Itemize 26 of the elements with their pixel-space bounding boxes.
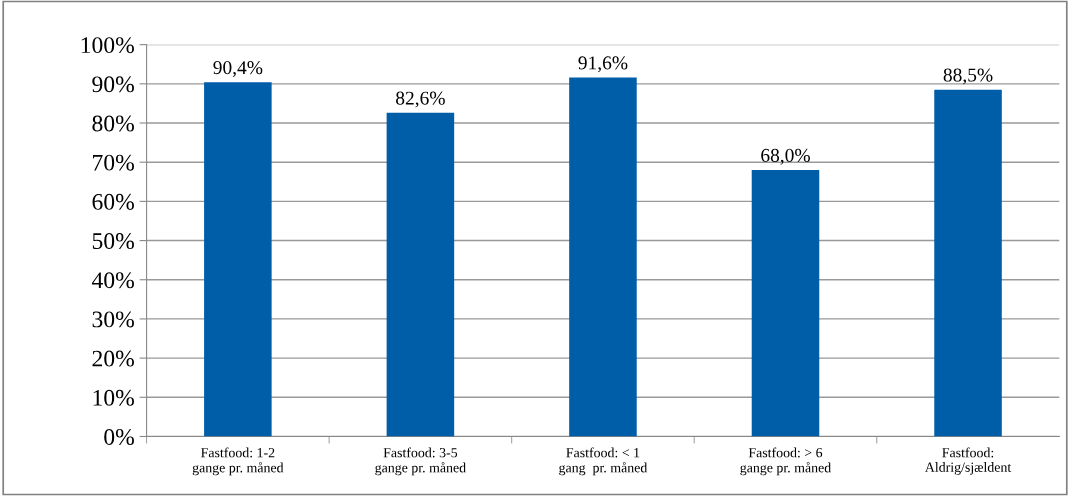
y-tick-label: 20% [92, 350, 134, 367]
y-tick-label: 50% [92, 233, 134, 250]
data-label: 90,4% [213, 61, 263, 77]
data-label: 91,6% [578, 56, 628, 73]
bar [569, 77, 637, 437]
y-tick-label: 90% [92, 76, 134, 93]
x-tick-label: Fastfood: < 1 gang pr. måned [559, 447, 648, 476]
data-label: 88,5% [943, 68, 993, 85]
y-tick-label: 80% [92, 115, 134, 132]
bar [386, 112, 455, 437]
data-label: 68,0% [761, 148, 810, 165]
x-tick-label: Fastfood: Aldrig/sjældent [924, 447, 1012, 475]
data-label: 82,6% [396, 91, 445, 108]
y-tick-label: 100% [81, 37, 134, 54]
y-tick-label: 60% [92, 193, 134, 210]
bar [204, 82, 272, 437]
y-tick-label: 40% [91, 272, 134, 289]
x-tick-label: Fastfood: 1-2 gange pr. måned [192, 447, 284, 476]
x-tick-label: Fastfood: > 6 gange pr. måned [740, 447, 832, 476]
y-tick-label: 70% [93, 154, 134, 171]
y-tick-label: 10% [93, 389, 134, 406]
y-tick-label: 30% [92, 311, 134, 328]
x-tick-label: Fastfood: 3-5 gange pr. måned [375, 447, 466, 476]
bar [751, 170, 820, 437]
bar [934, 89, 1002, 437]
y-tick-label: 0% [104, 428, 134, 445]
